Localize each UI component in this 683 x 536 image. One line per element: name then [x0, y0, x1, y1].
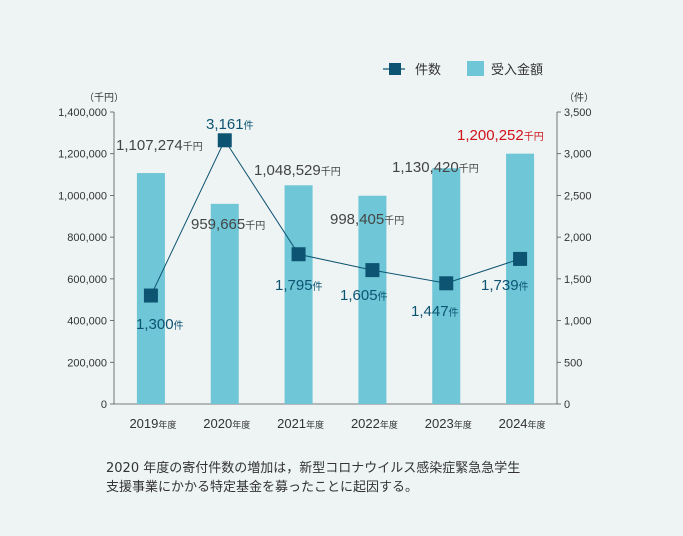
- count-data-label: 1,300件: [136, 316, 184, 333]
- legend-amount-label: 受入金額: [491, 62, 543, 78]
- amount-data-label: 1,048,529千円: [254, 162, 341, 179]
- x-tick-label: 2019年度: [129, 416, 176, 431]
- count-data-label: 3,161件: [206, 116, 254, 133]
- legend-amount-swatch: [467, 61, 484, 76]
- right-tick-label: 500: [564, 357, 582, 369]
- x-tick-label: 2022年度: [351, 416, 398, 431]
- count-marker: [513, 251, 528, 266]
- amount-bar: [506, 153, 535, 404]
- left-tick-label: 1,200,000: [58, 149, 107, 161]
- count-marker: [439, 276, 454, 291]
- amount-bars: [136, 153, 535, 404]
- footnote-line-2: 支援事業にかかる特定基金を募ったことに起因する。: [106, 480, 419, 495]
- count-data-label: 1,447件: [411, 303, 459, 320]
- footnote-line-1: 2020 年度の寄付件数の増加は，新型コロナウイルス感染症緊急急学生: [106, 461, 521, 476]
- right-tick-label: 3,000: [564, 149, 592, 161]
- left-tick-label: 1,400,000: [58, 107, 107, 119]
- left-tick-label: 200,000: [67, 357, 107, 369]
- count-marker: [291, 247, 306, 262]
- right-tick-label: 2,500: [564, 190, 592, 202]
- footnote: 2020 年度の寄付件数の増加は，新型コロナウイルス感染症緊急急学生 支援事業に…: [106, 459, 646, 497]
- left-tick-label: 800,000: [67, 232, 107, 244]
- data-labels: 1,107,274千円 959,665千円 1,048,529千円 998,405千円…: [116, 116, 544, 333]
- amount-data-label: 959,665千円: [191, 216, 265, 233]
- right-tick-label: 1,000: [564, 316, 592, 328]
- right-axis-ticks: 0 500 1,000 1,500 2,000 2,500 3,000 3,500: [557, 107, 592, 411]
- x-tick-label: 2024年度: [499, 416, 546, 431]
- amount-data-label: 1,107,274千円: [116, 137, 203, 154]
- count-marker: [365, 263, 380, 278]
- amount-bar: [210, 203, 239, 404]
- count-data-label: 1,739件: [481, 277, 529, 294]
- x-axis-labels: 2019年度 2020年度 2021年度 2022年度 2023年度 2024年度: [129, 416, 545, 431]
- amount-data-label: 1,200,252千円: [457, 127, 544, 144]
- right-tick-label: 2,000: [564, 232, 592, 244]
- legend-count-label: 件数: [415, 63, 441, 78]
- right-axis-unit: （件）: [564, 92, 594, 104]
- amount-data-label: 1,130,420千円: [392, 159, 479, 176]
- legend: 件数 受入金額: [383, 61, 543, 78]
- count-data-label: 1,605件: [340, 287, 388, 304]
- left-tick-label: 600,000: [67, 274, 107, 286]
- left-tick-label: 1,000,000: [58, 190, 107, 202]
- left-axis-unit: （千円）: [84, 92, 124, 104]
- count-marker: [217, 133, 232, 148]
- right-tick-label: 0: [564, 399, 570, 411]
- right-tick-label: 1,500: [564, 274, 592, 286]
- right-tick-label: 3,500: [564, 107, 592, 119]
- legend-count-marker: [389, 63, 401, 75]
- left-tick-label: 0: [101, 399, 107, 411]
- x-tick-label: 2023年度: [425, 416, 472, 431]
- x-tick-label: 2021年度: [277, 416, 324, 431]
- count-line: [150, 139, 521, 296]
- amount-bar: [284, 185, 313, 404]
- amount-bar: [136, 173, 165, 404]
- left-axis-ticks: 0 200,000 400,000 600,000 800,000 1,000,000 1,…: [58, 107, 114, 411]
- x-tick-label: 2020年度: [203, 416, 250, 431]
- count-marker: [143, 288, 158, 303]
- amount-bar: [358, 195, 387, 404]
- count-line-series: [143, 133, 528, 303]
- left-tick-label: 400,000: [67, 316, 107, 328]
- count-data-label: 1,795件: [275, 277, 323, 294]
- amount-data-label: 998,405千円: [330, 211, 404, 228]
